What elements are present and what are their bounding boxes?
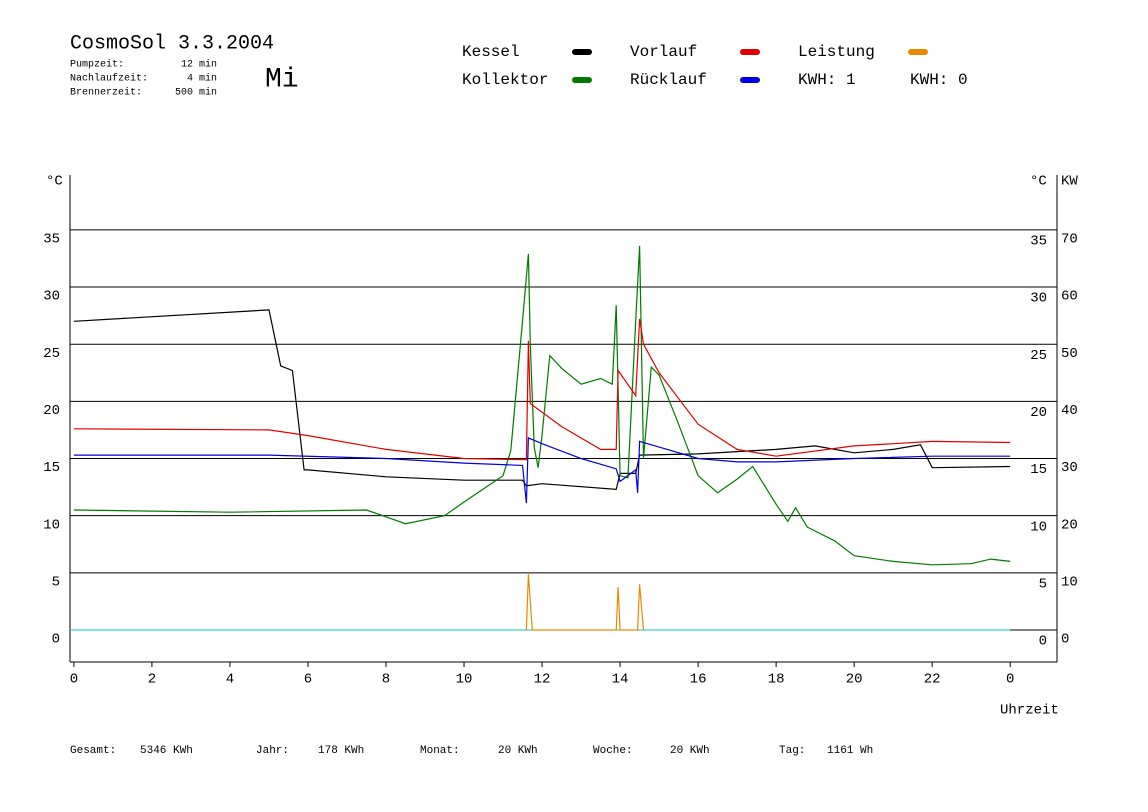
x-tick-label: 14 [612,672,629,688]
param-value: 4 min [187,73,217,85]
series-line [525,573,645,631]
y-tick-label-right: 10 [1030,519,1047,535]
y2-tick-label: 30 [1061,460,1078,476]
x-tick-label: 6 [304,672,312,688]
x-tick-label: 8 [382,672,390,688]
weekday: Mi [265,64,299,95]
y-tick-label-right: 15 [1030,462,1047,478]
x-tick-label: 16 [690,672,707,688]
param-value: 12 min [181,59,217,71]
x-tick-label: 0 [1006,672,1014,688]
legend-label: Kessel [462,43,520,61]
y2-tick-label: 40 [1061,403,1078,419]
stat-label: Gesamt: [70,745,116,757]
series-line [73,309,1011,491]
y-tick-label-right: 25 [1030,348,1047,364]
y2-tick-label: 60 [1061,289,1078,305]
y2-tick-label: 70 [1061,232,1078,248]
x-tick-label: 20 [846,672,863,688]
stat-label: Monat: [420,745,460,757]
y-tick-label-right: 20 [1030,405,1047,421]
y-unit-right: °C [1030,174,1047,190]
y-tick-label: 30 [43,289,60,305]
param-label: Brennerzeit: [70,87,142,99]
x-axis-label: Uhrzeit [1000,703,1059,719]
y-tick-label: 5 [52,575,60,591]
stat-label: Tag: [779,745,805,757]
y-tick-label-right: 5 [1039,577,1047,593]
x-tick-label: 18 [768,672,785,688]
legend-label: Leistung [798,43,875,61]
y-tick-label: 35 [43,232,60,248]
kwh-label: KWH: 1 [798,71,856,89]
legend-label: Vorlauf [630,43,697,61]
legend-label: Rücklauf [630,71,707,89]
x-tick-label: 0 [70,672,78,688]
param-value: 500 min [175,87,217,99]
stat-value: 178 KWh [318,745,364,757]
y-unit: °C [46,174,63,190]
y-tick-label: 20 [43,403,60,419]
series-line [73,318,1011,461]
stat-label: Jahr: [256,745,289,757]
series-line [73,245,1011,566]
y-tick-label: 25 [43,346,60,362]
y2-tick-label: 20 [1061,517,1078,533]
stat-value: 5346 KWh [140,745,193,757]
y-tick-label-right: 35 [1030,234,1047,250]
stat-value: 20 KWh [498,745,538,757]
x-tick-label: 22 [924,672,941,688]
y-tick-label-right: 0 [1039,634,1047,650]
param-label: Nachlaufzeit: [70,73,148,85]
x-tick-label: 10 [456,672,473,688]
x-tick-label: 12 [534,672,551,688]
legend-label: Kollektor [462,71,548,89]
y2-tick-label: 10 [1061,575,1078,591]
stat-label: Woche: [593,745,633,757]
y-tick-label: 10 [43,517,60,533]
stat-value: 20 KWh [670,745,710,757]
y2-tick-label: 50 [1061,346,1078,362]
x-tick-label: 4 [226,672,234,688]
param-label: Pumpzeit: [70,59,124,71]
chart-title: CosmoSol 3.3.2004 [70,32,274,55]
y2-unit: KW [1061,174,1078,190]
stat-value: 1161 Wh [827,745,873,757]
y2-tick-label: 0 [1061,632,1069,648]
x-tick-label: 2 [148,672,156,688]
y-tick-label-right: 30 [1030,291,1047,307]
kwh-label: KWH: 0 [910,71,968,89]
series-line [73,437,1011,504]
y-tick-label: 0 [52,632,60,648]
y-tick-label: 15 [43,460,60,476]
